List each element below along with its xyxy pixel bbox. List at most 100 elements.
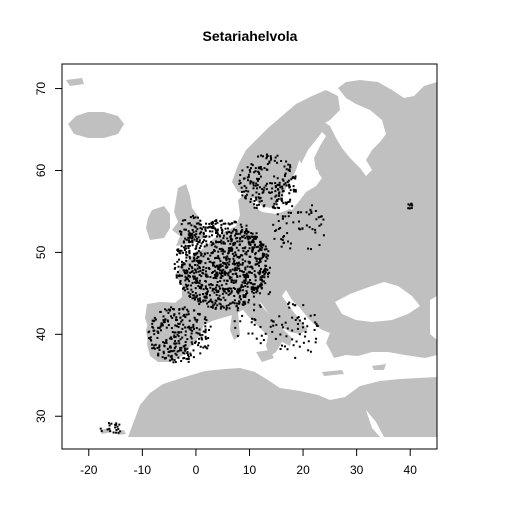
occurrence-point <box>189 335 192 338</box>
occurrence-points <box>99 153 414 434</box>
occurrence-point <box>230 248 233 251</box>
occurrence-point <box>270 191 273 194</box>
occurrence-point <box>199 352 202 355</box>
occurrence-point <box>407 207 410 210</box>
occurrence-point <box>234 267 237 270</box>
occurrence-point <box>307 340 310 343</box>
occurrence-point <box>276 154 279 157</box>
occurrence-point <box>190 326 193 329</box>
occurrence-point <box>181 274 184 277</box>
occurrence-point <box>184 279 187 282</box>
occurrence-point <box>175 353 178 356</box>
occurrence-point <box>193 298 196 301</box>
occurrence-point <box>211 284 214 287</box>
occurrence-point <box>277 188 280 191</box>
occurrence-point <box>287 169 290 172</box>
occurrence-point <box>225 231 228 234</box>
occurrence-point <box>265 248 268 251</box>
occurrence-point <box>250 271 253 274</box>
occurrence-point <box>189 352 192 355</box>
occurrence-point <box>282 190 285 193</box>
occurrence-point <box>211 221 214 224</box>
occurrence-point <box>240 270 243 273</box>
occurrence-point <box>247 241 250 244</box>
occurrence-point <box>243 247 246 250</box>
occurrence-point <box>242 304 245 307</box>
iceland <box>68 112 124 138</box>
occurrence-point <box>178 252 181 255</box>
occurrence-point <box>204 335 207 338</box>
occurrence-point <box>191 241 194 244</box>
occurrence-point <box>209 254 212 257</box>
occurrence-point <box>196 251 199 254</box>
occurrence-point <box>170 354 173 357</box>
occurrence-point <box>158 327 161 330</box>
occurrence-point <box>192 323 195 326</box>
occurrence-point <box>252 239 255 242</box>
occurrence-point <box>228 231 231 234</box>
occurrence-point <box>244 302 247 305</box>
occurrence-point <box>231 222 234 225</box>
occurrence-point <box>195 282 198 285</box>
occurrence-point <box>206 288 209 291</box>
occurrence-point <box>215 241 218 244</box>
north-africa-landmass <box>128 368 437 437</box>
occurrence-point <box>275 229 278 232</box>
occurrence-point <box>198 293 201 296</box>
occurrence-point <box>119 430 122 433</box>
occurrence-point <box>222 242 225 245</box>
occurrence-point <box>218 234 221 237</box>
occurrence-point <box>255 260 258 263</box>
occurrence-point <box>257 285 260 288</box>
occurrence-point <box>254 251 257 254</box>
occurrence-point <box>220 298 223 301</box>
occurrence-point <box>201 338 204 341</box>
occurrence-point <box>182 261 185 264</box>
occurrence-point <box>191 343 194 346</box>
occurrence-point <box>274 207 277 210</box>
occurrence-point <box>279 348 282 351</box>
occurrence-point <box>175 253 178 256</box>
occurrence-point <box>115 422 118 425</box>
occurrence-point <box>274 186 277 189</box>
occurrence-point <box>275 200 278 203</box>
occurrence-point <box>218 302 221 305</box>
occurrence-point <box>292 176 295 179</box>
occurrence-point <box>186 350 189 353</box>
occurrence-point <box>296 317 299 320</box>
occurrence-point <box>195 271 198 274</box>
occurrence-point <box>244 237 247 240</box>
occurrence-point <box>258 248 261 251</box>
occurrence-point <box>262 255 265 258</box>
occurrence-point <box>230 246 233 249</box>
occurrence-point <box>259 267 262 270</box>
occurrence-point <box>182 323 185 326</box>
occurrence-point <box>250 232 253 235</box>
occurrence-point <box>189 275 192 278</box>
occurrence-point <box>187 284 190 287</box>
occurrence-point <box>168 309 171 312</box>
occurrence-point <box>218 298 221 301</box>
occurrence-point <box>304 335 307 338</box>
occurrence-point <box>236 302 239 305</box>
occurrence-point <box>411 204 414 207</box>
occurrence-point <box>274 182 277 185</box>
occurrence-point <box>258 177 261 180</box>
occurrence-point <box>205 240 208 243</box>
x-tick-label: 10 <box>243 463 257 477</box>
occurrence-point <box>211 220 214 223</box>
occurrence-point <box>289 166 292 169</box>
occurrence-point <box>240 235 243 238</box>
occurrence-point <box>177 258 180 261</box>
occurrence-point <box>212 263 215 266</box>
occurrence-point <box>210 223 213 226</box>
occurrence-point <box>180 249 183 252</box>
occurrence-point <box>156 336 159 339</box>
occurrence-point <box>232 281 235 284</box>
occurrence-point <box>153 329 156 332</box>
occurrence-point <box>274 195 277 198</box>
occurrence-point <box>245 275 248 278</box>
occurrence-point <box>180 233 183 236</box>
occurrence-point <box>188 252 191 255</box>
y-tick-label: 40 <box>34 327 48 341</box>
